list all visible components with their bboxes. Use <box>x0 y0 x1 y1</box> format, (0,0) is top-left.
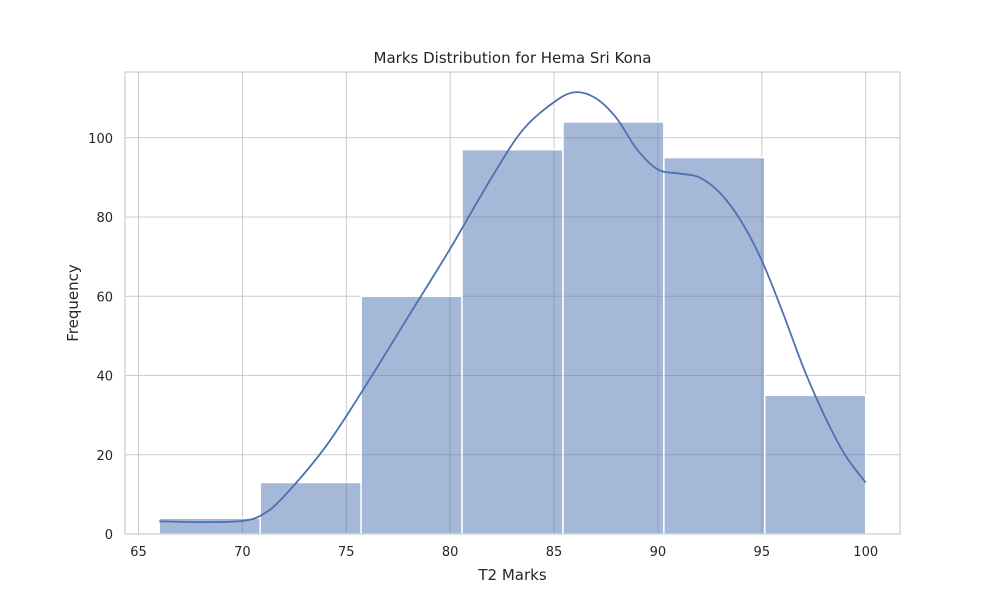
plot-frame <box>124 71 901 535</box>
kde-layer <box>159 91 867 524</box>
y-tick-label-0: 0 <box>105 528 113 543</box>
x-tick-labels: 65 70 75 80 85 90 95 100 <box>130 545 878 560</box>
x-axis-label: T2 Marks <box>477 566 546 584</box>
x-tick-label-3: 80 <box>442 545 459 560</box>
bars-layer <box>158 121 867 535</box>
x-tick-label-6: 95 <box>754 545 771 560</box>
y-tick-label-2: 40 <box>96 370 113 385</box>
kde-curve <box>159 91 867 524</box>
x-tick-label-5: 90 <box>650 545 667 560</box>
y-tick-label-3: 60 <box>96 290 113 305</box>
histogram-bar-5 <box>663 156 766 535</box>
x-tick-label-4: 85 <box>546 545 563 560</box>
histogram-bar-1 <box>259 481 362 535</box>
histogram-bar-2 <box>360 295 463 535</box>
histogram-bar-6 <box>764 394 867 535</box>
y-axis-label: Frequency <box>64 264 82 342</box>
x-tick-label-2: 75 <box>338 545 355 560</box>
histogram-bar-3 <box>461 148 564 535</box>
chart-title: Marks Distribution for Hema Sri Kona <box>374 49 652 67</box>
y-tick-labels: 0 20 40 60 80 100 <box>88 132 113 543</box>
histogram-bar-4 <box>562 121 665 535</box>
x-tick-label-1: 70 <box>234 545 251 560</box>
y-tick-label-4: 80 <box>96 211 113 226</box>
x-tick-label-7: 100 <box>853 545 878 560</box>
y-tick-label-5: 100 <box>88 132 113 147</box>
y-tick-label-1: 20 <box>96 449 113 464</box>
x-tick-label-0: 65 <box>130 545 147 560</box>
